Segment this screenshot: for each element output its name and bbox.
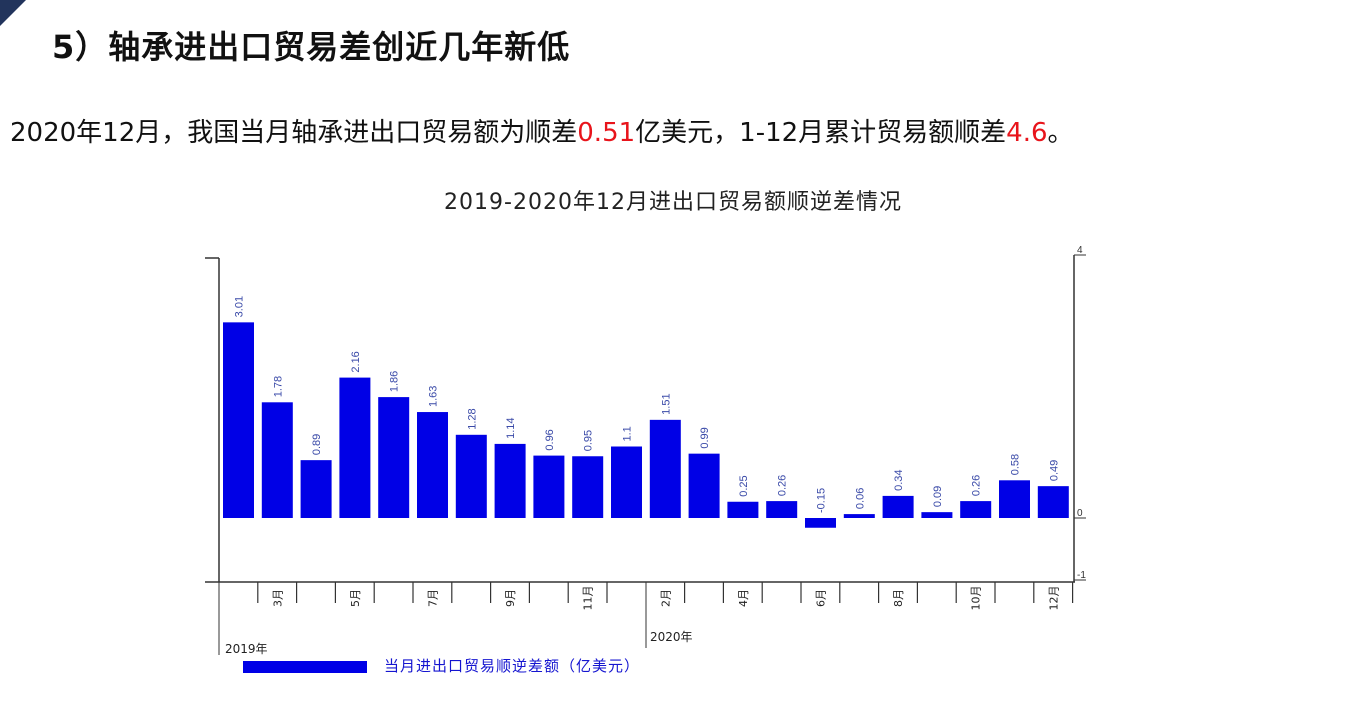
bar-value-label: 1.78	[272, 376, 284, 397]
bar	[261, 402, 293, 518]
bar-value-label: 0.96	[544, 429, 556, 450]
right-axis-tick-label: 0	[1077, 508, 1083, 519]
x-tick-label: 12月	[1047, 586, 1060, 611]
x-tick-label: 3月	[271, 589, 284, 607]
bar	[417, 412, 448, 518]
bar-value-label: 0.95	[583, 430, 595, 451]
right-axis-tick-label: 4	[1077, 245, 1083, 256]
bar	[223, 322, 254, 518]
bar	[300, 460, 332, 518]
bar-value-label: -0.15	[816, 488, 828, 513]
bar-value-label: 1.63	[428, 386, 440, 407]
x-tick-label: 11月	[582, 586, 595, 611]
bar-value-label: 0.26	[777, 475, 789, 496]
corner-decoration	[0, 0, 26, 26]
bar	[727, 501, 759, 518]
bar-value-label: 0.06	[854, 488, 866, 509]
bar	[572, 456, 604, 518]
bar-value-label: 0.99	[699, 427, 711, 448]
bar	[843, 514, 875, 518]
bar-value-label: 1.86	[389, 371, 401, 392]
bar	[533, 455, 565, 518]
bar-value-label: 0.58	[1010, 454, 1022, 475]
x-tick-label: 9月	[504, 589, 517, 607]
bar	[960, 501, 992, 518]
bar-value-label: 1.28	[466, 408, 478, 429]
legend-swatch	[243, 661, 367, 673]
x-tick-label: 8月	[892, 589, 905, 607]
bar	[1037, 486, 1069, 518]
bar-value-label: 2.16	[350, 351, 362, 372]
summary-part2: 亿美元，1-12月累计贸易额顺差	[635, 118, 1007, 148]
slide-heading: 5）轴承进出口贸易差创近几年新低	[52, 28, 571, 66]
bar-value-label: 0.34	[893, 469, 905, 490]
bar	[921, 512, 953, 518]
bar	[766, 501, 798, 518]
x-tick-label: 7月	[427, 589, 440, 607]
year-label-2019: 2019年	[225, 642, 268, 656]
bar-value-label: 1.1	[622, 426, 634, 441]
bar	[339, 377, 371, 518]
bar-value-label: 0.09	[932, 486, 944, 507]
x-tick-label: 5月	[349, 589, 362, 607]
bar-value-label: 1.51	[660, 393, 672, 414]
year-label-2020: 2020年	[650, 630, 693, 644]
legend-label: 当月进出口贸易顺逆差额（亿美元）	[384, 657, 641, 675]
bar	[611, 446, 642, 518]
x-tick-label: 4月	[737, 589, 750, 607]
bar-value-label: 0.26	[971, 475, 983, 496]
x-tick-label: 10月	[970, 586, 983, 611]
bar	[999, 480, 1030, 518]
bar	[688, 453, 720, 518]
bar-value-label: 1.14	[505, 417, 517, 438]
chart-title: 2019-2020年12月进出口贸易额顺逆差情况	[444, 190, 902, 215]
bar-value-label: 0.89	[311, 434, 323, 455]
bar	[455, 434, 487, 518]
bar-value-label: 0.49	[1048, 460, 1060, 481]
summary-part1: 2020年12月，我国当月轴承进出口贸易额为顺差	[10, 118, 578, 148]
x-tick-label: 2月	[659, 589, 672, 607]
bar	[378, 397, 410, 518]
bar	[494, 443, 526, 518]
bar-value-label: 0.25	[738, 475, 750, 496]
bar	[805, 518, 836, 528]
summary-text: 2020年12月，我国当月轴承进出口贸易额为顺差0.51亿美元，1-12月累计贸…	[10, 112, 1074, 149]
bar	[882, 495, 914, 518]
summary-part3: 。	[1047, 118, 1074, 148]
x-tick-label: 6月	[815, 589, 828, 607]
bar-value-label: 3.01	[234, 296, 246, 317]
summary-value-monthly: 0.51	[577, 118, 636, 148]
bar	[649, 419, 681, 518]
summary-value-cumulative: 4.6	[1006, 118, 1048, 148]
right-axis-tick-label: -1	[1077, 570, 1086, 581]
